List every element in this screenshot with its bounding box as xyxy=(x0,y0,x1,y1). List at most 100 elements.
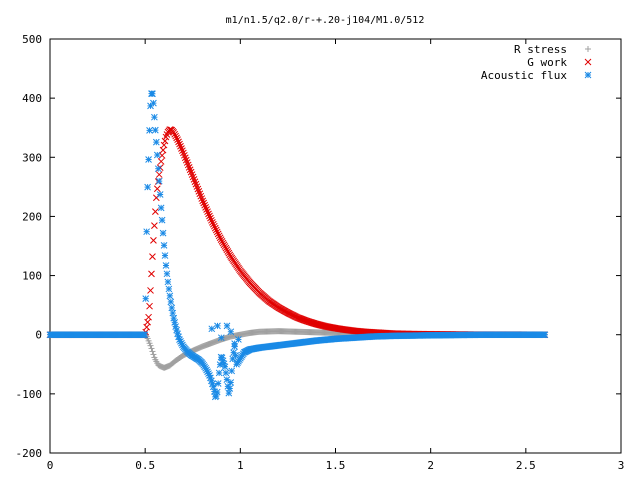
data-point xyxy=(172,132,180,140)
data-point xyxy=(147,342,154,349)
data-point xyxy=(218,238,226,245)
data-point xyxy=(157,158,165,165)
data-point xyxy=(174,136,181,144)
data-point xyxy=(151,126,159,134)
data-point xyxy=(213,388,221,396)
data-point xyxy=(216,234,224,242)
plot-axes: 0 0.5 1 1.5 2 2.5 3 -200 -100 0 100 200 300 400 500 xyxy=(16,33,625,472)
data-point xyxy=(219,239,227,247)
data-point xyxy=(143,228,151,236)
data-point xyxy=(146,127,153,134)
data-point xyxy=(209,218,216,226)
x-tick-label: 0.5 xyxy=(135,459,155,472)
data-point xyxy=(163,270,171,278)
data-point xyxy=(150,237,157,244)
data-point xyxy=(215,232,223,240)
data-point xyxy=(153,151,161,159)
data-point xyxy=(208,325,216,333)
series-acoustic-flux xyxy=(46,90,549,401)
data-point xyxy=(164,278,172,286)
data-point xyxy=(179,147,186,155)
legend-label: R stress xyxy=(514,43,567,56)
legend-marker xyxy=(585,46,591,52)
data-point xyxy=(222,369,230,377)
data-point xyxy=(158,216,166,224)
data-point xyxy=(149,348,156,355)
data-point xyxy=(228,367,236,375)
y-tick-label: -100 xyxy=(16,388,43,401)
data-point xyxy=(161,137,169,145)
data-point xyxy=(159,229,167,237)
y-tick-label: 300 xyxy=(22,151,42,164)
data-point xyxy=(209,220,217,228)
data-point xyxy=(151,208,159,215)
data-point xyxy=(212,226,220,234)
data-point xyxy=(155,177,163,185)
data-point xyxy=(225,249,233,257)
data-point xyxy=(175,138,182,146)
data-point xyxy=(199,197,207,205)
data-point xyxy=(148,345,155,352)
data-point xyxy=(205,210,212,218)
data-point xyxy=(151,113,158,121)
data-point xyxy=(201,201,208,209)
data-point xyxy=(161,252,169,259)
data-point xyxy=(200,199,208,207)
data-point xyxy=(147,287,154,294)
data-point xyxy=(173,134,180,142)
data-point xyxy=(166,292,174,300)
data-point xyxy=(150,99,157,107)
data-point xyxy=(226,385,234,392)
data-point xyxy=(214,230,222,238)
y-tick-label: 0 xyxy=(35,329,42,342)
x-tick-label: 1 xyxy=(237,459,244,472)
data-point xyxy=(235,336,242,343)
data-point xyxy=(213,228,221,236)
data-point xyxy=(145,156,152,163)
data-marks xyxy=(46,90,549,401)
x-tick-label: 0 xyxy=(47,459,54,472)
data-point xyxy=(170,129,178,136)
data-point xyxy=(207,214,214,222)
data-point xyxy=(152,138,160,146)
legend-marker xyxy=(584,71,592,79)
data-point xyxy=(214,322,221,330)
data-point xyxy=(171,319,179,326)
data-point xyxy=(177,142,184,150)
data-point xyxy=(146,302,153,310)
data-point xyxy=(144,183,151,191)
data-point xyxy=(221,363,229,371)
data-point xyxy=(211,224,219,232)
data-point xyxy=(223,322,231,330)
data-point xyxy=(198,195,206,202)
data-point xyxy=(223,376,231,383)
data-point xyxy=(157,204,165,212)
data-point xyxy=(223,246,231,254)
data-point xyxy=(150,351,157,358)
legend-label: G work xyxy=(527,56,567,69)
chart-title: m1/n1.5/q2.0/r-+.20-j104/M1.0/512 xyxy=(226,15,425,26)
data-point xyxy=(176,140,183,148)
data-point xyxy=(222,244,230,252)
data-point xyxy=(148,270,155,278)
data-point xyxy=(142,295,150,303)
data-point xyxy=(203,206,210,213)
data-point xyxy=(204,208,211,216)
data-point xyxy=(141,331,149,339)
data-point xyxy=(160,241,168,249)
data-point xyxy=(220,241,228,249)
legend-marker xyxy=(584,58,592,66)
data-point xyxy=(541,331,549,339)
data-point xyxy=(168,304,176,312)
data-point xyxy=(151,222,158,229)
data-point xyxy=(171,130,179,138)
data-point xyxy=(226,251,234,259)
data-point xyxy=(154,165,162,173)
x-tick-label: 1.5 xyxy=(326,459,346,472)
data-point xyxy=(227,379,235,386)
data-point xyxy=(173,326,180,334)
data-point xyxy=(149,253,156,260)
